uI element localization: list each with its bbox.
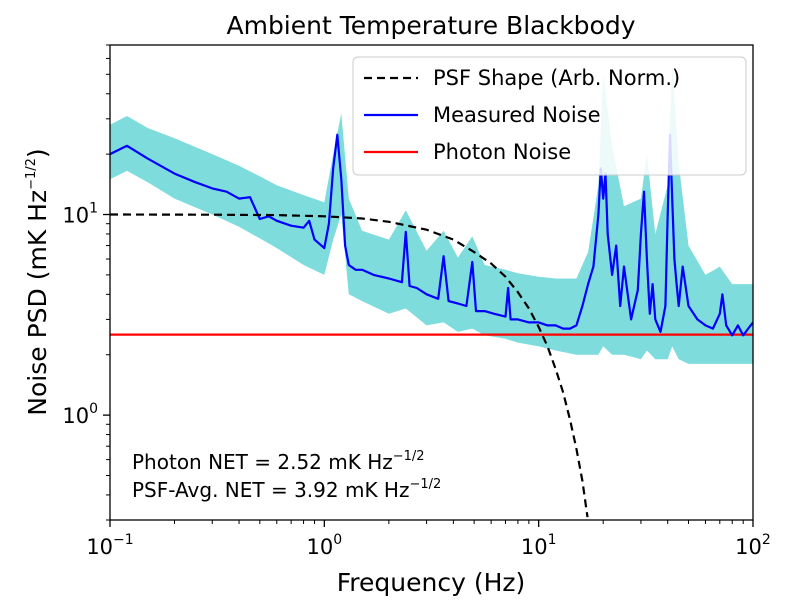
x-tick-label: 100 [307, 532, 343, 559]
chart-title: Ambient Temperature Blackbody [226, 11, 635, 40]
measured-noise-uncertainty-band [110, 66, 753, 364]
photon-net-sup: −1/2 [393, 449, 425, 464]
x-tick-label: 10−1 [86, 532, 133, 559]
x-tick-label: 102 [735, 532, 771, 559]
y-axis-label: Noise PSD (mK Hz−1/2) [23, 148, 52, 415]
x-axis-ticks: 10−1 100 101 102 [86, 520, 771, 559]
x-axis-label: Frequency (Hz) [337, 568, 526, 597]
measured-noise-line [110, 133, 753, 337]
legend-box [352, 56, 747, 176]
y-tick-label: 101 [62, 201, 98, 228]
y-axis-ticks: 100 101 [62, 44, 110, 521]
y-axis-label-tail: ) [23, 148, 52, 158]
plot-area [110, 66, 753, 518]
legend: PSF Shape (Arb. Norm.) Measured Noise Ph… [352, 56, 747, 176]
photon-net-text: Photon NET = 2.52 mK Hz [132, 450, 393, 474]
legend-label-photon: Photon Noise [433, 140, 571, 164]
x-tick-label: 101 [521, 532, 557, 559]
photon-net-annotation: Photon NET = 2.52 mK Hz−1/2 [132, 449, 425, 474]
y-axis-label-sup: −1/2 [24, 158, 39, 190]
psf-avg-net-sup: −1/2 [409, 477, 441, 492]
y-tick-label: 100 [62, 401, 98, 428]
plot-frame [109, 44, 754, 521]
legend-label-measured: Measured Noise [433, 103, 601, 127]
y-axis-label-base: Noise PSD (mK Hz [23, 190, 52, 416]
psf-avg-net-annotation: PSF-Avg. NET = 3.92 mK Hz−1/2 [132, 477, 441, 502]
psf-shape-line [110, 213, 589, 518]
psf-avg-net-text: PSF-Avg. NET = 3.92 mK Hz [132, 478, 409, 502]
legend-label-psf: PSF Shape (Arb. Norm.) [433, 66, 680, 90]
